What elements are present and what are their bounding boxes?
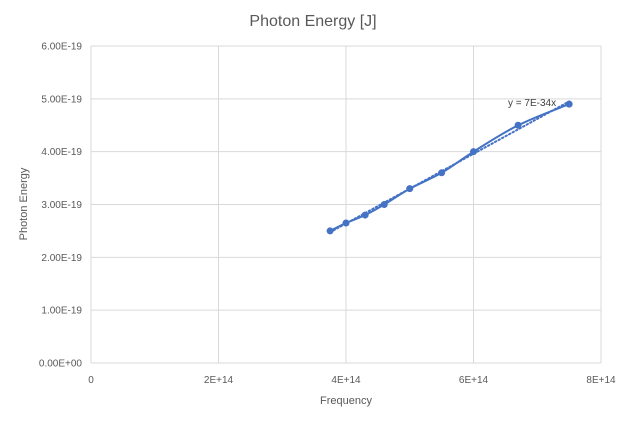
y-tick-label: 6.00E-19 <box>41 42 82 53</box>
y-tick-label: 5.00E-19 <box>41 94 82 105</box>
data-point <box>514 121 522 129</box>
x-tick-label: 0 <box>88 375 94 386</box>
data-points <box>326 100 573 235</box>
x-tick-label: 6E+14 <box>459 375 489 386</box>
data-point <box>326 227 334 235</box>
x-tick-labels: 0 2E+14 4E+14 6E+14 8E+14 <box>88 375 616 386</box>
x-tick-label: 2E+14 <box>204 375 234 386</box>
data-point <box>361 211 369 219</box>
trendline-equation-label: y = 7E-34x <box>508 98 556 109</box>
data-point <box>470 148 477 156</box>
y-tick-label: 4.00E-19 <box>41 147 82 158</box>
x-axis-label: Frequency <box>320 395 372 407</box>
y-tick-label: 0.00E+00 <box>39 359 83 370</box>
y-axis-label: Photon Energy <box>18 167 30 240</box>
y-tick-label: 3.00E-19 <box>41 200 82 211</box>
y-tick-labels: 0.00E+00 1.00E-19 2.00E-19 3.00E-19 4.00E-19… <box>39 42 83 370</box>
x-gridlines <box>90 46 602 363</box>
data-point <box>406 185 414 193</box>
y-tick-label: 2.00E-19 <box>41 253 82 264</box>
data-point <box>380 201 388 208</box>
chart-title: Photon Energy [J] <box>249 13 376 30</box>
x-tick-label: 4E+14 <box>331 375 361 386</box>
data-point <box>438 169 446 177</box>
y-tick-label: 1.00E-19 <box>41 306 82 317</box>
x-tick-label: 8E+14 <box>586 375 616 386</box>
data-point <box>342 219 350 227</box>
data-point <box>565 100 573 108</box>
